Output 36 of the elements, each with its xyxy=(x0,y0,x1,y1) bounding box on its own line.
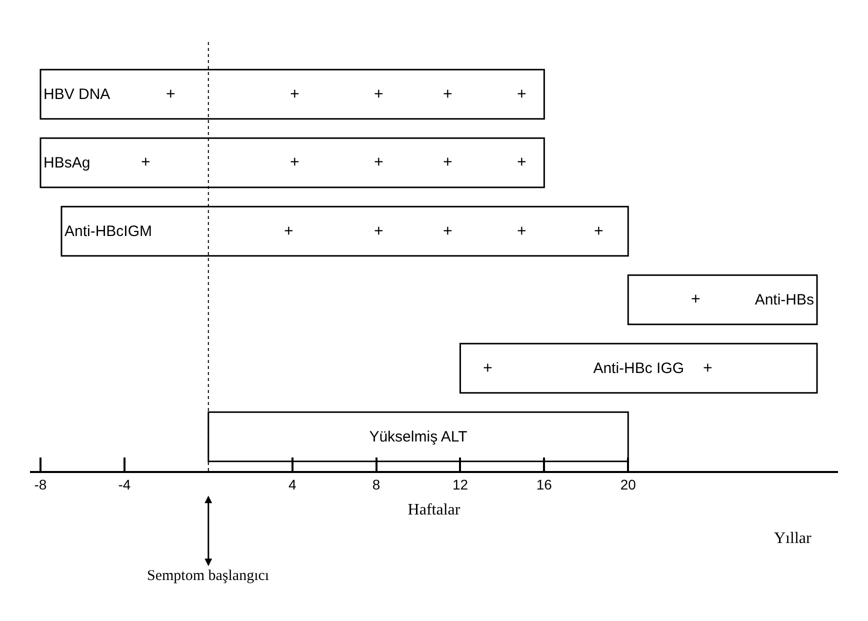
annotation: + xyxy=(517,86,526,103)
text: Yıllar xyxy=(774,530,812,547)
annotation: + xyxy=(374,86,384,103)
annotation: + xyxy=(483,360,492,377)
annotation: + xyxy=(166,86,176,103)
y-tick-label: HBsAg xyxy=(43,154,90,172)
annotation: + xyxy=(290,154,300,171)
ref-line-label: Semptom başlangıcı xyxy=(147,568,270,584)
annotation: + xyxy=(594,223,604,240)
annotation: + xyxy=(443,154,452,171)
y-tick-label: Anti-HBc IGG xyxy=(593,360,684,377)
x-tick-label: 8 xyxy=(372,476,380,493)
x-axis-title: Haftalar xyxy=(408,502,461,519)
annotation: + xyxy=(374,154,384,171)
annotation: + xyxy=(517,154,526,171)
bar xyxy=(459,342,818,394)
annotation: + xyxy=(290,86,300,103)
x-tick-label: 4 xyxy=(288,476,296,493)
annotation: + xyxy=(374,223,384,240)
x-tick-label: -8 xyxy=(34,476,47,493)
annotation: + xyxy=(141,154,150,171)
x-tick-label: 16 xyxy=(536,476,552,493)
y-tick-label: HBV DNA xyxy=(43,86,110,103)
bar xyxy=(627,274,818,326)
x-tick-label: 20 xyxy=(620,476,636,493)
x-tick-label: -4 xyxy=(118,476,131,493)
annotation: + xyxy=(691,291,700,308)
annotation: + xyxy=(517,223,526,240)
y-tick-label: Yükselmiş ALT xyxy=(369,428,468,446)
annotation: + xyxy=(284,223,294,240)
y-tick-label: Anti-HBs xyxy=(754,291,814,308)
annotation: + xyxy=(443,86,452,103)
x-tick-label: 12 xyxy=(452,476,468,493)
annotation: + xyxy=(443,223,452,240)
y-tick-label: Anti-HBcIGM xyxy=(64,222,152,240)
annotation: + xyxy=(703,360,712,377)
